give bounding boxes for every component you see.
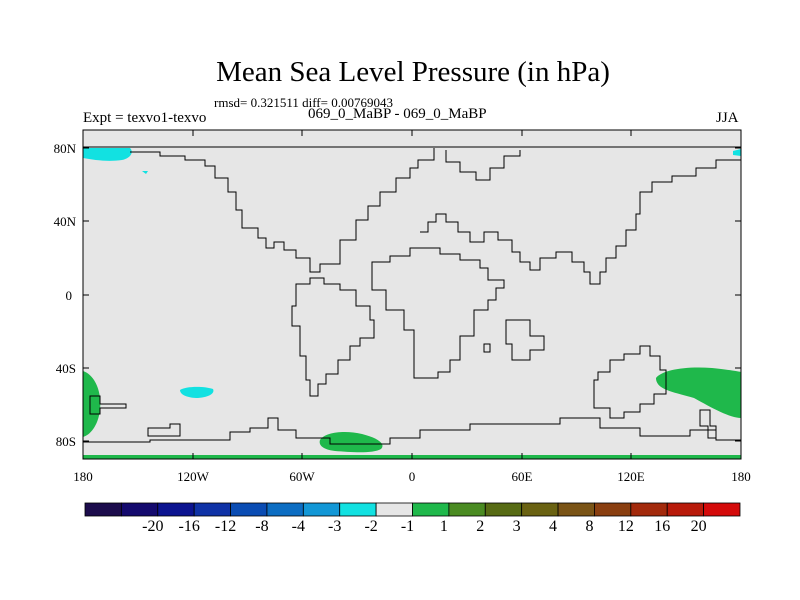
colorbar-swatch [666,502,705,517]
ice-shelf-coastline [147,423,181,437]
lon-label-120w: 120W [177,469,210,484]
colorbar-swatch [703,502,741,517]
australia-coastline [593,345,667,419]
lat-label-80n: 80N [54,141,77,156]
colorbar-swatch [266,502,304,517]
colorbar-label: -2 [364,518,377,535]
colorbar-label: -12 [215,518,236,535]
colorbar-swatch [302,502,341,517]
colorbar-label: -1 [401,518,414,535]
colorbar-label: 8 [585,518,593,535]
colorbar-label: 3 [513,518,521,535]
anomaly-region-arctic-west [83,148,132,161]
anomaly-region-antarctic-weddell [319,432,383,453]
colorbar-label: 16 [654,518,670,535]
south-america-coastline [291,277,375,397]
season-label: JJA [716,110,739,126]
greenland-coastline [445,150,521,181]
colorbar-labels: -20 -16 -12 -8 -4 -3 -2 -1 1 2 3 4 8 12 16 20 [142,518,706,535]
colorbar-swatch [630,502,668,517]
colorbar-swatch [448,502,486,517]
experiment-label: Expt = texvo1-texvo [83,110,207,126]
lat-label-80s: 80S [56,434,76,449]
colorbar-swatch [375,502,413,517]
stats-label: rmsd= 0.321511 diff= 0.00769043 [214,95,393,110]
madagascar-coastline [483,343,491,353]
latitude-axis [83,147,741,442]
colorbar-swatch [120,502,159,517]
coastlines [83,146,741,445]
colorbar-swatch [557,502,595,517]
colorbar-label: -8 [255,518,268,535]
lon-label-180e: 180 [731,469,751,484]
longitude-axis [82,130,742,459]
anomaly-region-south-pacific [180,386,214,398]
colorbar-label: -20 [142,518,163,535]
lon-label-0: 0 [409,469,416,484]
africa-coastline [371,247,505,379]
subtitle-label: 069_0_MaBP - 069_0_MaBP [308,106,487,122]
colorbar-swatch [84,502,122,517]
anomaly-speck-north-pacific [142,171,148,174]
colorbar-swatch [193,502,231,517]
anomaly-region-arctic-east [733,149,741,156]
lon-label-60e: 60E [512,469,533,484]
negative-anomaly-regions [83,148,741,398]
colorbar-label: -3 [328,518,341,535]
colorbar-swatch [521,502,559,517]
colorbar-swatch [230,502,268,517]
asia-islands-coastline [505,319,545,361]
lon-label-120e: 120E [617,469,645,484]
lon-label-180w: 180 [73,469,93,484]
south-coast-detail [89,395,127,415]
colorbar-label: 4 [549,518,557,535]
colorbar-label: 20 [691,518,707,535]
colorbar-swatch [412,502,450,517]
north-america-coastline [130,148,435,273]
lon-label-60w: 60W [289,469,315,484]
colorbar-swatch [484,502,523,517]
colorbar-label: -16 [179,518,200,535]
antarctica-coastline [83,417,741,445]
lat-label-0: 0 [66,288,73,303]
colorbar-swatch [157,502,195,517]
anomaly-region-south-atlantic-west [83,371,101,437]
ocean-background [83,130,741,459]
colorbar-swatch [339,502,377,517]
map-title: Mean Sea Level Pressure (in hPa) [216,56,610,88]
colorbar-swatch [594,502,632,517]
colorbar-label: 2 [476,518,484,535]
europe-asia-coastline [420,159,741,285]
colorbar-label: 1 [440,518,448,535]
colorbar-label: -4 [292,518,305,535]
lat-label-40s: 40S [56,361,76,376]
colorbar [84,502,741,517]
anomaly-region-south-pacific-east [656,367,741,418]
colorbar-label: 12 [618,518,634,535]
lat-label-40n: 40N [54,214,77,229]
